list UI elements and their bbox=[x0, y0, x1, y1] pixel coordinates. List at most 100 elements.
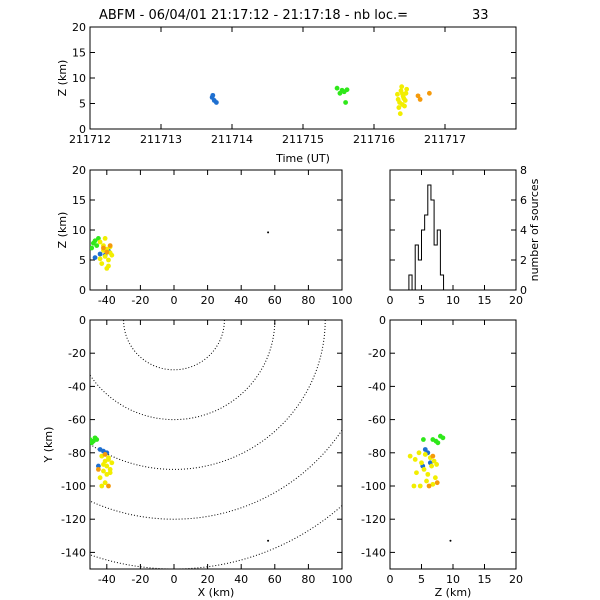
data-point bbox=[403, 90, 409, 96]
series-yellow bbox=[407, 450, 440, 489]
data-point bbox=[109, 252, 115, 258]
x-tick-label: 0 bbox=[387, 294, 394, 307]
data-point bbox=[96, 467, 101, 472]
x-tick-label: 20 bbox=[201, 573, 215, 586]
y-tick-label: 0 bbox=[520, 284, 527, 297]
y-tick-label: 15 bbox=[72, 47, 86, 60]
data-point bbox=[412, 457, 418, 462]
y-tick-label: 4 bbox=[520, 224, 527, 237]
y-tick-label: -20 bbox=[368, 347, 386, 360]
x-tick-label: 10 bbox=[446, 294, 460, 307]
x-tick-label: 15 bbox=[478, 573, 492, 586]
y-tick-label: 6 bbox=[520, 194, 527, 207]
data-point bbox=[435, 440, 441, 446]
y-axis-label: Z (km) bbox=[56, 212, 69, 249]
x-tick-label: 80 bbox=[301, 294, 315, 307]
data-point bbox=[92, 238, 98, 244]
y-tick-label: -120 bbox=[61, 513, 86, 526]
plot-frame bbox=[89, 169, 343, 291]
data-point bbox=[102, 254, 108, 259]
y-tick-label: 0 bbox=[79, 123, 86, 136]
x-tick-label: 211717 bbox=[424, 133, 466, 146]
data-point bbox=[440, 435, 446, 441]
x-tick-label: 40 bbox=[234, 573, 248, 586]
y-tick-label: -60 bbox=[68, 414, 86, 427]
y-tick-label: -20 bbox=[68, 347, 86, 360]
plot-panels: 211712 211713 211714 211715 211716 211717 0 5 10… bbox=[42, 21, 542, 599]
series-yellow bbox=[97, 453, 115, 489]
y-tick-label: -40 bbox=[368, 380, 386, 393]
y-tick-label: -100 bbox=[61, 480, 86, 493]
data-point bbox=[415, 93, 421, 99]
x-tick-label: 5 bbox=[418, 294, 425, 307]
y-tick-label: -80 bbox=[368, 447, 386, 460]
data-point bbox=[109, 460, 115, 466]
data-point bbox=[400, 91, 405, 97]
data-point bbox=[402, 98, 408, 103]
data-point bbox=[92, 255, 98, 260]
data-point bbox=[343, 100, 348, 105]
data-point bbox=[411, 483, 417, 489]
figure-title: ABFM - 06/04/01 21:17:12 - 21:17:18 - nb… bbox=[99, 8, 408, 23]
data-point bbox=[396, 105, 402, 110]
y-tick-label: -140 bbox=[61, 546, 86, 559]
data-point bbox=[344, 87, 350, 93]
y-tick-label: 10 bbox=[72, 72, 86, 85]
series-green bbox=[334, 85, 350, 105]
panel-height-y: 0 5 10 15 20 0 -20 -40 -60 -80 -100 -120 -140 Z (km) bbox=[361, 314, 523, 599]
data-point bbox=[424, 478, 429, 484]
data-point bbox=[104, 249, 110, 255]
data-point bbox=[94, 437, 100, 442]
x-tick-label: 10 bbox=[446, 573, 460, 586]
data-point bbox=[99, 483, 105, 489]
y-tick-label: 20 bbox=[72, 21, 86, 34]
x-tick-label: 0 bbox=[387, 573, 394, 586]
y-tick-label: 20 bbox=[72, 164, 86, 177]
plot-frame bbox=[389, 319, 517, 570]
data-point bbox=[422, 452, 428, 457]
y-tick-label: 5 bbox=[79, 98, 86, 111]
data-point bbox=[99, 261, 105, 266]
data-point bbox=[97, 239, 103, 245]
data-point bbox=[402, 103, 407, 109]
data-point bbox=[96, 236, 101, 241]
plot-frame bbox=[389, 169, 517, 291]
x-axis-label: Time (UT) bbox=[275, 152, 330, 165]
data-point bbox=[90, 440, 95, 446]
data-point bbox=[106, 455, 111, 461]
data-point bbox=[106, 483, 111, 489]
data-point bbox=[414, 470, 419, 476]
y-tick-label: 10 bbox=[72, 224, 86, 237]
data-point bbox=[97, 251, 103, 257]
y-tick-label: -60 bbox=[368, 414, 386, 427]
x-tick-label: -20 bbox=[131, 573, 149, 586]
x-tick-label: 40 bbox=[234, 294, 248, 307]
y-tick-label: -100 bbox=[361, 480, 386, 493]
data-point bbox=[404, 86, 410, 92]
y-tick-label: -140 bbox=[361, 546, 386, 559]
series-green bbox=[420, 433, 446, 446]
y-tick-label: 8 bbox=[520, 164, 527, 177]
series-yellow bbox=[395, 84, 410, 117]
data-point bbox=[101, 468, 106, 474]
data-point bbox=[419, 460, 424, 466]
y-tick-label: -40 bbox=[68, 380, 86, 393]
series-black bbox=[267, 231, 270, 234]
data-point bbox=[431, 458, 437, 464]
x-tick-label: 20 bbox=[509, 573, 523, 586]
x-tick-label: -40 bbox=[98, 294, 116, 307]
plot-frame bbox=[89, 319, 343, 570]
location-count: 33 bbox=[472, 8, 489, 23]
x-tick-label: 0 bbox=[171, 573, 178, 586]
y-axis-label: number of sources bbox=[528, 178, 541, 281]
x-tick-label: 100 bbox=[332, 573, 353, 586]
x-tick-label: 20 bbox=[201, 294, 215, 307]
y-axis-label: Y (km) bbox=[42, 427, 55, 464]
series-orange bbox=[426, 453, 440, 489]
data-point bbox=[422, 447, 428, 452]
y-tick-label: 0 bbox=[79, 284, 86, 297]
y-axis-label: Z (km) bbox=[56, 60, 69, 97]
data-point bbox=[102, 480, 108, 486]
x-tick-label: 15 bbox=[478, 294, 492, 307]
